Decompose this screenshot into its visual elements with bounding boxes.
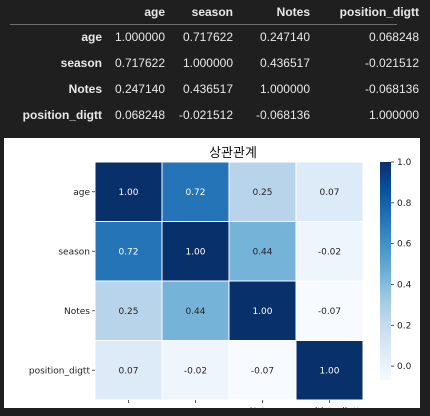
- table-row: age 1.000000 0.717622 0.247140 0.068248: [0, 24, 430, 50]
- heatmap-cell: [161, 161, 230, 222]
- heatmap-cell-label: -0.07: [251, 366, 274, 376]
- colorbar-tick-label: 0.6: [397, 240, 412, 250]
- table-row: Notes 0.247140 0.436517 1.000000 -0.0681…: [0, 76, 430, 102]
- column-header: position_digtt: [339, 5, 419, 19]
- x-tick-label: season: [180, 407, 212, 408]
- heatmap-cell: [295, 340, 364, 401]
- column-header: age: [144, 5, 165, 19]
- heatmap-chart: 상관관계 1.00 0.72 0.25 0.07 0.72 1.00 0.44 -0.02 0.…: [29, 146, 412, 408]
- heatmap-cell: [161, 280, 230, 341]
- heatmap-cell-label: -0.07: [318, 307, 341, 317]
- y-tick-label: Notes: [64, 307, 90, 317]
- chart-title: 상관관계: [209, 146, 257, 161]
- table-cell: 0.247140: [114, 82, 165, 96]
- heatmap-cell: [228, 280, 297, 341]
- row-index: season: [60, 56, 102, 70]
- heatmap-cell: [94, 280, 163, 341]
- heatmap-figure: 상관관계 1.00 0.72 0.25 0.07 0.72 1.00 0.44 -0.02 0.…: [4, 138, 420, 408]
- heatmap-cell-label: 0.72: [118, 247, 138, 257]
- heatmap-cell: [295, 280, 364, 341]
- heatmap-cell: [94, 340, 163, 401]
- colorbar-tick-label: 0.4: [397, 280, 412, 290]
- table-cell: -0.021512: [364, 56, 419, 70]
- table-cell: 0.068248: [114, 108, 165, 122]
- row-index: Notes: [68, 82, 102, 96]
- heatmap-cell-label: 1.00: [185, 247, 205, 257]
- heatmap-cell-label: 0.44: [252, 247, 272, 257]
- table-cell: 0.717622: [182, 30, 233, 44]
- y-tick-label: season: [58, 247, 90, 257]
- x-tick-label: position_digtt: [299, 407, 361, 408]
- heatmap-cell-label: -0.02: [184, 366, 207, 376]
- row-index: position_digtt: [22, 108, 102, 122]
- row-index: age: [81, 30, 102, 44]
- colorbar-tick-label: 0.8: [397, 199, 412, 209]
- column-header: Notes: [276, 5, 310, 19]
- heatmap-cells: 1.00 0.72 0.25 0.07 0.72 1.00 0.44 -0.02 0.25 0.4…: [94, 161, 364, 401]
- heatmap-cell-label: 1.00: [118, 188, 138, 198]
- heatmap-cell-label: -0.02: [318, 247, 341, 257]
- x-tick-label: age: [120, 407, 137, 408]
- heatmap-cell-label: 1.00: [319, 366, 339, 376]
- table-cell: 1.000000: [114, 30, 165, 44]
- table-cell: -0.068136: [255, 108, 310, 122]
- colorbar: 0.0 0.2 0.4 0.6 0.8 1.0: [380, 158, 412, 380]
- table-cell: 1.000000: [368, 108, 419, 122]
- heatmap-cell: [228, 340, 297, 401]
- colorbar-gradient: [380, 162, 391, 380]
- table-cell: 0.068248: [368, 30, 419, 44]
- y-tick-label: age: [73, 188, 90, 198]
- correlation-dataframe: age season Notes position_digtt age 1.00…: [0, 0, 430, 136]
- column-header: season: [191, 5, 233, 19]
- heatmap-cell: [295, 221, 364, 282]
- table-cell: -0.021512: [178, 108, 233, 122]
- table-cell: 0.436517: [182, 82, 233, 96]
- heatmap-cell-label: 0.07: [118, 366, 138, 376]
- table-cell: -0.068136: [364, 82, 419, 96]
- table-row: season 0.717622 1.000000 0.436517 -0.021…: [0, 50, 430, 76]
- table-cell: 0.436517: [259, 56, 310, 70]
- heatmap-cell-label: 0.25: [252, 188, 272, 198]
- table-cell: 0.247140: [259, 30, 310, 44]
- table-cell: 1.000000: [259, 82, 310, 96]
- header-divider: [10, 24, 397, 25]
- colorbar-tick-label: 1.0: [397, 158, 412, 168]
- colorbar-tick-label: 0.2: [397, 321, 411, 331]
- table-cell: 1.000000: [182, 56, 233, 70]
- heatmap-cell-label: 0.07: [319, 188, 339, 198]
- heatmap-cell-label: 0.44: [185, 307, 205, 317]
- heatmap-cell-label: 1.00: [252, 307, 272, 317]
- y-tick-label: position_digtt: [29, 366, 91, 376]
- heatmap-axis-labels: ageseasonNotesposition_digttageseasonNot…: [29, 188, 361, 408]
- x-tick-label: Notes: [250, 407, 276, 408]
- table-header-row: age season Notes position_digtt: [0, 0, 430, 25]
- table-row: position_digtt 0.068248 -0.021512 -0.068…: [0, 102, 430, 128]
- heatmap-cell-label: 0.25: [118, 307, 138, 317]
- table-cell: 0.717622: [114, 56, 165, 70]
- heatmap-cell-label: 0.72: [185, 188, 205, 198]
- colorbar-tick-label: 0.0: [397, 362, 412, 372]
